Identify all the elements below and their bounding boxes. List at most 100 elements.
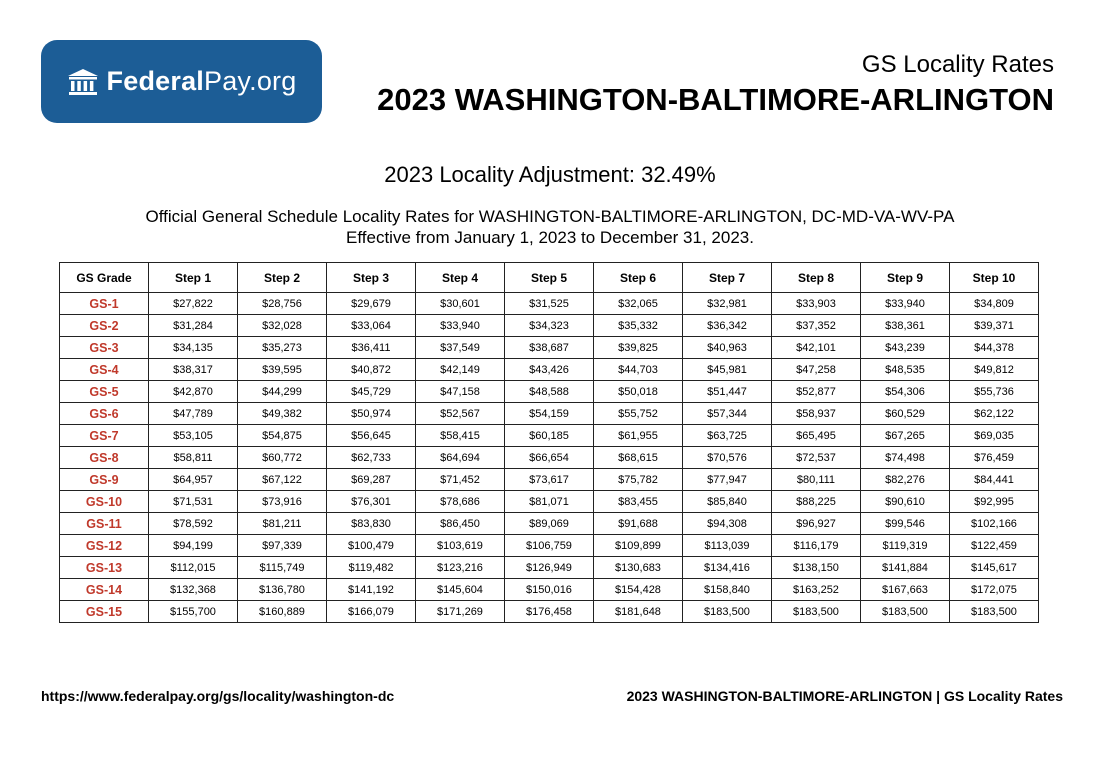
rate-cell: $39,371 <box>949 314 1039 337</box>
table-row: GS-1 $27,822 $28,756 $29,679 $30,601 $31,525 $… <box>59 292 1039 315</box>
rate-cell: $160,889 <box>237 600 327 623</box>
rate-cell: $55,736 <box>949 380 1039 403</box>
column-header-step-3: Step 3 <box>326 262 416 293</box>
schedule-description: Official General Schedule Locality Rates… <box>0 206 1100 248</box>
rate-cell: $47,789 <box>148 402 238 425</box>
rate-cell: $40,872 <box>326 358 416 381</box>
rate-cell: $48,535 <box>860 358 950 381</box>
grade-cell: GS-10 <box>59 490 149 513</box>
rate-cell: $34,135 <box>148 336 238 359</box>
rate-cell: $154,428 <box>593 578 683 601</box>
rate-cell: $67,122 <box>237 468 327 491</box>
rate-cell: $102,166 <box>949 512 1039 535</box>
rate-cell: $80,111 <box>771 468 861 491</box>
rate-cell: $141,884 <box>860 556 950 579</box>
rate-cell: $52,877 <box>771 380 861 403</box>
column-header-step-4: Step 4 <box>415 262 505 293</box>
rate-cell: $84,441 <box>949 468 1039 491</box>
page-title: 2023 WASHINGTON-BALTIMORE-ARLINGTON <box>377 82 1054 117</box>
rate-cell: $62,122 <box>949 402 1039 425</box>
rate-cell: $78,686 <box>415 490 505 513</box>
rate-cell: $126,949 <box>504 556 594 579</box>
description-line-1: Official General Schedule Locality Rates… <box>145 207 955 226</box>
table-row: GS-13 $112,015 $115,749 $119,482 $123,216 $12… <box>59 556 1039 579</box>
rate-cell: $43,426 <box>504 358 594 381</box>
rate-cell: $97,339 <box>237 534 327 557</box>
rate-cell: $134,416 <box>682 556 772 579</box>
rate-cell: $76,301 <box>326 490 416 513</box>
column-header-step-5: Step 5 <box>504 262 594 293</box>
rate-cell: $81,211 <box>237 512 327 535</box>
rate-cell: $58,415 <box>415 424 505 447</box>
rate-cell: $39,825 <box>593 336 683 359</box>
rate-cell: $58,811 <box>148 446 238 469</box>
rate-cell: $119,482 <box>326 556 416 579</box>
rate-cell: $35,273 <box>237 336 327 359</box>
rate-cell: $34,809 <box>949 292 1039 315</box>
grade-cell: GS-11 <box>59 512 149 535</box>
rate-cell: $65,495 <box>771 424 861 447</box>
grade-cell: GS-13 <box>59 556 149 579</box>
rate-cell: $96,927 <box>771 512 861 535</box>
rate-cell: $183,500 <box>949 600 1039 623</box>
grade-cell: GS-8 <box>59 446 149 469</box>
table-row: GS-8 $58,811 $60,772 $62,733 $64,694 $66,654 $… <box>59 446 1039 469</box>
federalpay-logo[interactable]: FederalPay.org <box>41 40 322 123</box>
table-row: GS-15 $155,700 $160,889 $166,079 $171,269 $17… <box>59 600 1039 623</box>
rate-cell: $56,645 <box>326 424 416 447</box>
rate-cell: $44,299 <box>237 380 327 403</box>
rate-cell: $94,308 <box>682 512 772 535</box>
column-header-grade: GS Grade <box>59 262 149 293</box>
rate-cell: $86,450 <box>415 512 505 535</box>
rate-cell: $76,459 <box>949 446 1039 469</box>
rate-cell: $115,749 <box>237 556 327 579</box>
rate-cell: $73,916 <box>237 490 327 513</box>
table-row: GS-2 $31,284 $32,028 $33,064 $33,940 $34,323 $… <box>59 314 1039 337</box>
rate-cell: $31,284 <box>148 314 238 337</box>
rate-cell: $42,870 <box>148 380 238 403</box>
rate-cell: $34,323 <box>504 314 594 337</box>
rate-cell: $47,258 <box>771 358 861 381</box>
rate-cell: $141,192 <box>326 578 416 601</box>
rate-cell: $155,700 <box>148 600 238 623</box>
rate-cell: $44,703 <box>593 358 683 381</box>
rate-cell: $32,065 <box>593 292 683 315</box>
rate-cell: $166,079 <box>326 600 416 623</box>
rate-cell: $69,287 <box>326 468 416 491</box>
column-header-step-2: Step 2 <box>237 262 327 293</box>
rate-cell: $123,216 <box>415 556 505 579</box>
footer-url-link[interactable]: https://www.federalpay.org/gs/locality/w… <box>41 688 395 704</box>
rate-cell: $109,899 <box>593 534 683 557</box>
column-header-step-9: Step 9 <box>860 262 950 293</box>
rate-cell: $112,015 <box>148 556 238 579</box>
table-header-row: GS Grade Step 1 Step 2 Step 3 Step 4 Step 5 St… <box>59 262 1039 293</box>
rate-cell: $116,179 <box>771 534 861 557</box>
grade-cell: GS-4 <box>59 358 149 381</box>
rate-cell: $45,729 <box>326 380 416 403</box>
rate-cell: $183,500 <box>682 600 772 623</box>
rate-cell: $37,352 <box>771 314 861 337</box>
rate-cell: $28,756 <box>237 292 327 315</box>
rate-cell: $33,940 <box>860 292 950 315</box>
rate-cell: $136,780 <box>237 578 327 601</box>
rate-cell: $42,149 <box>415 358 505 381</box>
rate-cell: $81,071 <box>504 490 594 513</box>
rate-cell: $119,319 <box>860 534 950 557</box>
rate-cell: $82,276 <box>860 468 950 491</box>
rate-cell: $172,075 <box>949 578 1039 601</box>
rate-cell: $176,458 <box>504 600 594 623</box>
rate-cell: $145,604 <box>415 578 505 601</box>
rate-cell: $163,252 <box>771 578 861 601</box>
rate-cell: $38,317 <box>148 358 238 381</box>
rate-cell: $150,016 <box>504 578 594 601</box>
rate-cell: $92,995 <box>949 490 1039 513</box>
rate-cell: $38,687 <box>504 336 594 359</box>
column-header-step-6: Step 6 <box>593 262 683 293</box>
rate-cell: $106,759 <box>504 534 594 557</box>
rate-cell: $33,903 <box>771 292 861 315</box>
rate-cell: $44,378 <box>949 336 1039 359</box>
rate-cell: $43,239 <box>860 336 950 359</box>
rate-cell: $32,028 <box>237 314 327 337</box>
rate-cell: $39,595 <box>237 358 327 381</box>
rate-cell: $171,269 <box>415 600 505 623</box>
